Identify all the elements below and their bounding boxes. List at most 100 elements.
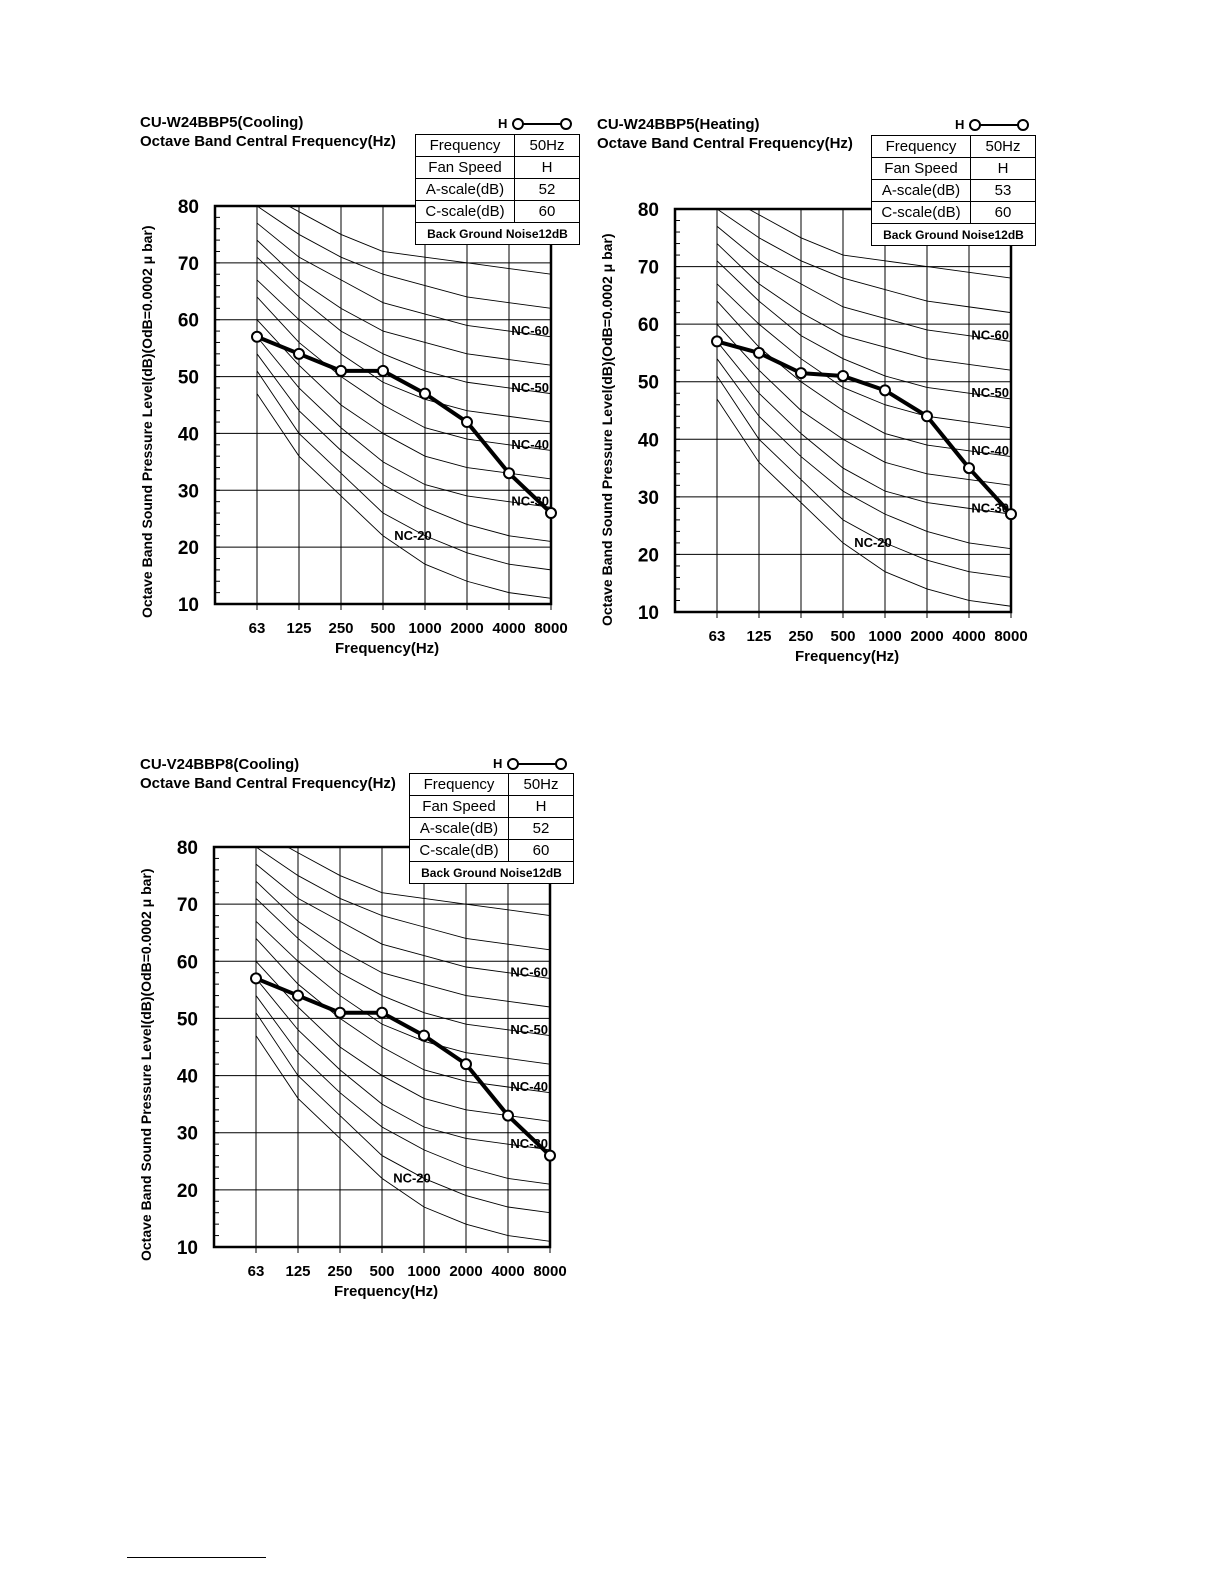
nc-label: NC-50 (510, 1022, 548, 1037)
nc-curve-nc-70 (287, 206, 551, 275)
y-tick-label: 40 (177, 1067, 198, 1088)
background-noise: Back Ground Noise12dB (871, 223, 1036, 246)
data-point (879, 384, 891, 397)
legend-marker (555, 757, 568, 770)
data-point (335, 364, 347, 377)
nc-label: NC-60 (510, 965, 548, 980)
x-tick-label: 1000 (868, 628, 901, 645)
legend-marker (969, 118, 982, 131)
nc-curve-nc-55 (256, 239, 551, 366)
y-tick-label: 80 (638, 200, 659, 221)
nc-curve-nc-45 (256, 279, 551, 423)
info-label: C-scale(dB) (409, 839, 509, 862)
x-tick-label: 4000 (492, 620, 525, 637)
legend: H (493, 756, 568, 771)
info-row: Frequency 50Hz (415, 134, 580, 157)
nc-label: NC-40 (971, 443, 1009, 458)
y-tick-label: 20 (177, 1181, 198, 1202)
nc-label: NC-20 (854, 535, 892, 550)
y-tick-label: 40 (178, 424, 199, 445)
y-tick-label: 50 (178, 368, 199, 389)
info-row: Fan Speed H (415, 156, 580, 179)
nc-curve-nc-25 (256, 353, 551, 542)
chart-title: CU-W24BBP5(Heating) (597, 116, 760, 133)
nc-curve-nc-60 (716, 225, 1011, 342)
legend-label: H (493, 756, 503, 771)
nc-curve-nc-20 (716, 375, 1011, 578)
nc-curve-nc-35 (256, 319, 551, 480)
info-row: Frequency 50Hz (409, 773, 574, 796)
y-tick-label: 80 (178, 197, 199, 218)
info-label: A-scale(dB) (409, 817, 509, 840)
data-point (503, 467, 515, 480)
x-tick-label: 125 (746, 628, 771, 645)
legend: H (955, 117, 1030, 132)
x-tick-label: 4000 (491, 1263, 524, 1280)
info-value: 60 (970, 201, 1036, 224)
info-value: 52 (508, 817, 574, 840)
nc-curve-nc-60 (255, 863, 550, 979)
legend-label: H (498, 116, 508, 131)
series-line (716, 339, 1013, 516)
y-tick-label: 10 (177, 1238, 198, 1259)
nc-curve-nc-30 (256, 336, 551, 508)
legend-marker (560, 117, 573, 130)
nc-curve-nc-65 (256, 206, 551, 309)
legend-label: H (955, 117, 965, 132)
y-tick-label: 30 (177, 1124, 198, 1145)
nc-curve-nc-50 (716, 260, 1011, 400)
y-tick-label: 10 (178, 595, 199, 616)
info-row: C-scale(dB) 60 (415, 200, 580, 223)
x-tick-label: 1000 (407, 1263, 440, 1280)
y-tick-label: 50 (638, 373, 659, 394)
data-point (251, 330, 263, 343)
nc-curve-nc-65 (716, 209, 1011, 314)
x-axis-label: Frequency(Hz) (795, 648, 900, 665)
data-point (1005, 508, 1017, 521)
y-tick-label: 30 (178, 481, 199, 502)
nc-label: NC-60 (511, 323, 549, 338)
info-row: Back Ground Noise12dB (409, 861, 574, 884)
chart-subtitle: Octave Band Central Frequency(Hz) (597, 135, 853, 152)
x-tick-label: 2000 (449, 1263, 482, 1280)
y-tick-label: 40 (638, 430, 659, 451)
info-label: A-scale(dB) (871, 179, 971, 202)
info-label: A-scale(dB) (415, 178, 515, 201)
nc-label: NC-20 (394, 528, 432, 543)
x-tick-label: 63 (709, 628, 726, 645)
info-value: 60 (514, 200, 580, 223)
x-tick-label: 125 (286, 620, 311, 637)
y-tick-label: 20 (638, 545, 659, 566)
nc-curve-nc-20 (255, 1012, 550, 1214)
nc-curve-nc-35 (716, 323, 1011, 486)
nc-curve-nc-40 (256, 296, 551, 451)
legend-marker (507, 757, 520, 770)
info-row: A-scale(dB) 52 (409, 817, 574, 840)
nc-label: NC-40 (510, 1079, 548, 1094)
x-tick-label: 250 (328, 620, 353, 637)
data-point (753, 346, 765, 359)
y-tick-label: 50 (177, 1009, 198, 1030)
y-tick-label: 10 (638, 603, 659, 624)
info-value: H (514, 156, 580, 179)
nc-curve-nc-45 (716, 283, 1011, 429)
nc-label: NC-50 (511, 380, 549, 395)
legend-marker (512, 117, 525, 130)
plot-border (212, 845, 552, 1249)
legend-marker-icon (507, 757, 568, 770)
data-point (334, 1006, 346, 1019)
data-point (293, 347, 305, 360)
info-value: 52 (514, 178, 580, 201)
info-label: C-scale(dB) (415, 200, 515, 223)
x-tick-label: 500 (369, 1263, 394, 1280)
data-point (461, 416, 473, 429)
y-tick-label: 60 (177, 952, 198, 973)
data-point (921, 410, 933, 423)
y-tick-label: 20 (178, 538, 199, 559)
chart-subtitle: Octave Band Central Frequency(Hz) (140, 133, 396, 150)
info-value: 50Hz (514, 134, 580, 157)
nc-curve-nc-50 (255, 898, 550, 1037)
legend-marker-icon (969, 118, 1030, 131)
info-value: 60 (508, 839, 574, 862)
